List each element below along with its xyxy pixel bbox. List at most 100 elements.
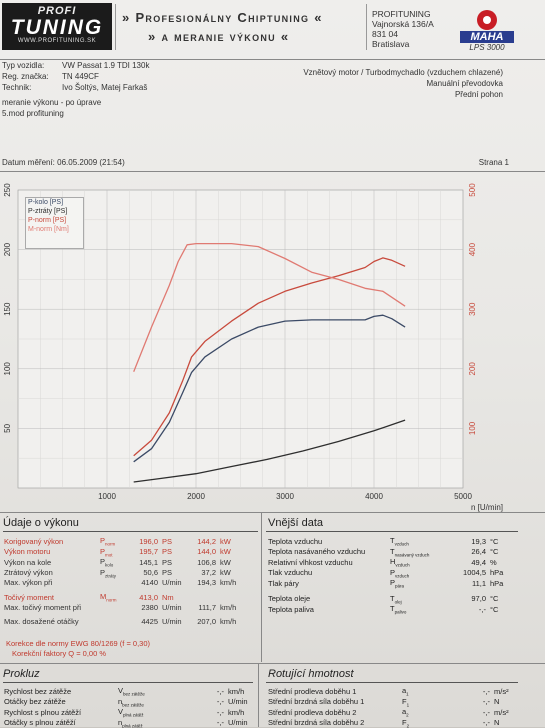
performance-cell: 207,0 xyxy=(186,617,218,626)
legend-item-p-kolo: P-kolo [PS] xyxy=(26,198,83,207)
data-cell: a1 xyxy=(400,686,444,697)
data-cell: hPa xyxy=(488,568,514,579)
performance-cell: PS xyxy=(160,557,186,568)
x-tick-label: 1000 xyxy=(98,492,116,501)
column-divider xyxy=(261,512,262,662)
performance-cell: Nm xyxy=(160,592,186,603)
x-tick-label: 3000 xyxy=(276,492,294,501)
performance-cell: U/min xyxy=(160,603,186,612)
title-line-2: » a meranie výkonu « xyxy=(148,29,289,44)
performance-cell: kW xyxy=(218,557,246,568)
data-cell: Tlak páry xyxy=(266,578,388,589)
data-cell: Střední prodleva doběhu 2 xyxy=(266,707,400,718)
performance-cell: km/h xyxy=(218,617,246,626)
logo-url-text: WWW.PROFITUNING.SK xyxy=(2,38,112,44)
data-cell: hPa xyxy=(488,578,514,589)
y-left-tick-label: 250 xyxy=(3,183,12,197)
performance-cell: Výkon motoru xyxy=(2,547,98,558)
external-underline xyxy=(266,531,518,532)
type-label: Typ vozidla: xyxy=(2,61,44,70)
prokluz-underline xyxy=(3,682,253,683)
performance-cell: 106,8 xyxy=(186,557,218,568)
divider xyxy=(0,171,545,172)
data-cell: km/h xyxy=(226,707,260,718)
data-cell: Pvzduch xyxy=(388,568,446,579)
data-cell: 49,4 xyxy=(446,557,488,568)
performance-cell: km/h xyxy=(218,578,246,587)
performance-cell: PS xyxy=(160,536,186,547)
data-cell: Střední brzdná síla doběhu 1 xyxy=(266,697,400,708)
column-divider xyxy=(258,663,259,727)
performance-cell: 144,0 xyxy=(186,547,218,558)
y-right-tick-label: 500 xyxy=(468,183,477,197)
performance-cell: Ztrátový výkon xyxy=(2,568,98,579)
data-cell: 97,0 xyxy=(446,594,488,605)
y-left-tick-label: 200 xyxy=(3,242,12,256)
correction-factor: Korekční faktory Q = 0,00 % xyxy=(12,649,106,658)
performance-cell: 2380 xyxy=(128,603,160,612)
data-cell: N xyxy=(492,718,520,728)
data-cell: -,- xyxy=(446,604,488,615)
tech-value: Ivo Šoltýs, Matej Farkaš xyxy=(62,83,147,92)
y-right-tick-label: 400 xyxy=(468,242,477,256)
performance-cell: Max. točivý moment při xyxy=(2,603,98,612)
performance-cell: Pztráty xyxy=(98,568,128,579)
data-cell: 19,3 xyxy=(446,536,488,547)
data-cell: Relativní vlhkost vzduchu xyxy=(266,557,388,568)
data-cell: -,- xyxy=(182,707,226,718)
logo-main-text: TUNING xyxy=(2,17,112,38)
performance-underline xyxy=(3,531,258,532)
maha-word: MAHA xyxy=(460,31,514,43)
data-cell: Rychlost bez zátěže xyxy=(2,686,116,697)
performance-cell: PS xyxy=(160,547,186,558)
performance-cell xyxy=(98,578,128,587)
performance-cell xyxy=(186,592,218,603)
performance-cell: Výkon na kole xyxy=(2,557,98,568)
data-cell: Střední prodleva doběhu 1 xyxy=(266,686,400,697)
performance-cell: 111,7 xyxy=(186,603,218,612)
type-value: VW Passat 1.9 TDI 130k xyxy=(62,61,149,70)
performance-cell: U/min xyxy=(160,578,186,587)
performance-cell: Pmot xyxy=(98,547,128,558)
performance-cell: Max. dosažené otáčky xyxy=(2,617,98,626)
data-cell: U/min xyxy=(226,718,260,728)
chart-grid xyxy=(18,190,463,488)
address-line: PROFITUNING xyxy=(372,9,434,19)
page-number: Strana 1 xyxy=(479,158,509,167)
data-cell: Střední brzdná síla doběhu 2 xyxy=(266,718,400,728)
data-cell: U/min xyxy=(226,697,260,708)
x-tick-label: 5000 xyxy=(454,492,472,501)
data-cell: Teplota paliva xyxy=(266,604,388,615)
performance-cell: 4425 xyxy=(128,617,160,626)
y-left-tick-label: 50 xyxy=(3,423,12,432)
performance-cell xyxy=(218,592,246,603)
address-line: Vajnorská 136/A xyxy=(372,19,434,29)
data-cell: Tpalivo xyxy=(388,604,446,615)
drive-type: Přední pohon xyxy=(455,90,503,99)
data-cell: F2 xyxy=(400,718,444,728)
data-cell: m/s² xyxy=(492,686,520,697)
divider xyxy=(0,59,545,60)
prokluz-title: Prokluz xyxy=(3,668,40,680)
performance-cell: 145,1 xyxy=(128,557,160,568)
data-cell: Vbez zátěže xyxy=(116,686,182,697)
performance-cell: 196,0 xyxy=(128,536,160,547)
x-tick-label: 4000 xyxy=(365,492,383,501)
